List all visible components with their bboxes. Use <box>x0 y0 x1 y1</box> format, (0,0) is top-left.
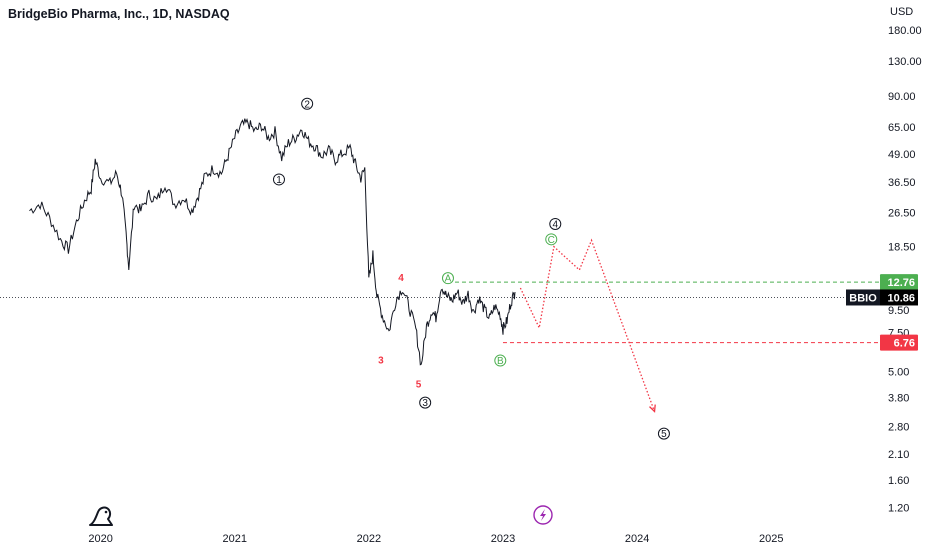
x-tick-label: 2024 <box>625 533 649 545</box>
y-tick-label: 26.50 <box>888 208 916 220</box>
price-badges: 12.76 6.76 BBIO 10.86 <box>846 274 918 351</box>
price-line <box>29 117 516 366</box>
y-tick-label: 1.60 <box>888 475 909 487</box>
wave-circle <box>494 354 507 367</box>
projection-path <box>519 238 656 413</box>
wave-circle <box>545 233 558 246</box>
wave-circle <box>272 173 285 186</box>
level-badge <box>880 274 918 291</box>
level-badge <box>880 334 918 351</box>
wave-label: A <box>445 274 452 285</box>
tradingview-logo-icon <box>89 506 113 526</box>
current-price-label: 10.86 <box>887 292 915 304</box>
level-badge-label: 12.76 <box>887 277 915 289</box>
x-tick-label: 2025 <box>759 533 783 545</box>
price-series <box>29 117 516 366</box>
wave-label: C <box>548 235 555 246</box>
x-tick-label: 2021 <box>222 533 246 545</box>
y-tick-label: 2.10 <box>888 449 909 461</box>
wave-label: 4 <box>398 273 404 284</box>
projection-line <box>519 238 656 412</box>
wave-label: 4 <box>553 219 559 230</box>
y-tick-label: 5.00 <box>888 366 909 378</box>
wave-label: 5 <box>661 429 667 440</box>
x-tick-label: 2020 <box>88 533 112 545</box>
ticker-badge-label: BBIO <box>849 292 877 304</box>
wave-circle <box>301 97 314 110</box>
level-badge-label: 6.76 <box>894 338 915 350</box>
lightning-event-icon[interactable] <box>533 505 553 525</box>
y-tick-label: 2.80 <box>888 422 909 434</box>
wave-label: 2 <box>304 99 310 110</box>
wave-label: 5 <box>416 380 422 391</box>
x-tick-label: 2023 <box>491 533 515 545</box>
y-tick-label: 1.20 <box>888 502 909 514</box>
price-levels <box>0 281 880 344</box>
wave-label: B <box>497 356 504 367</box>
wave-label: 1 <box>276 175 282 186</box>
price-axis[interactable]: USD 180.00 130.00 90.00 65.00 49.00 36.50 26.5… <box>888 6 922 514</box>
wave-label: 3 <box>378 356 384 367</box>
y-tick-label: 3.80 <box>888 392 909 404</box>
wave-circle <box>441 272 454 285</box>
chart-title: BridgeBio Pharma, Inc., 1D, NASDAQ <box>8 7 230 21</box>
wave-circle <box>657 427 670 440</box>
y-tick-label: 90.00 <box>888 91 916 103</box>
y-tick-label: 65.00 <box>888 122 916 134</box>
y-tick-label: 49.00 <box>888 149 916 161</box>
time-axis[interactable]: 2020 2021 2022 2023 2024 2025 <box>88 533 783 545</box>
current-price-badge <box>880 289 918 306</box>
wave-circle <box>549 217 562 230</box>
y-tick-label: 9.50 <box>888 305 909 317</box>
ticker-badge <box>846 289 880 306</box>
y-tick-label: 180.00 <box>888 25 922 37</box>
wave-labels: 1 2 3 4 5 A B C 3 4 5 <box>272 97 670 440</box>
currency-label: USD <box>890 6 913 18</box>
projection-arrowhead <box>649 404 656 413</box>
y-tick-label: 36.50 <box>888 177 916 189</box>
wave-circle <box>419 396 432 409</box>
y-tick-label: 130.00 <box>888 56 922 68</box>
y-tick-label: 18.50 <box>888 242 916 254</box>
wave-label: 3 <box>422 398 428 409</box>
x-tick-label: 2022 <box>357 533 381 545</box>
